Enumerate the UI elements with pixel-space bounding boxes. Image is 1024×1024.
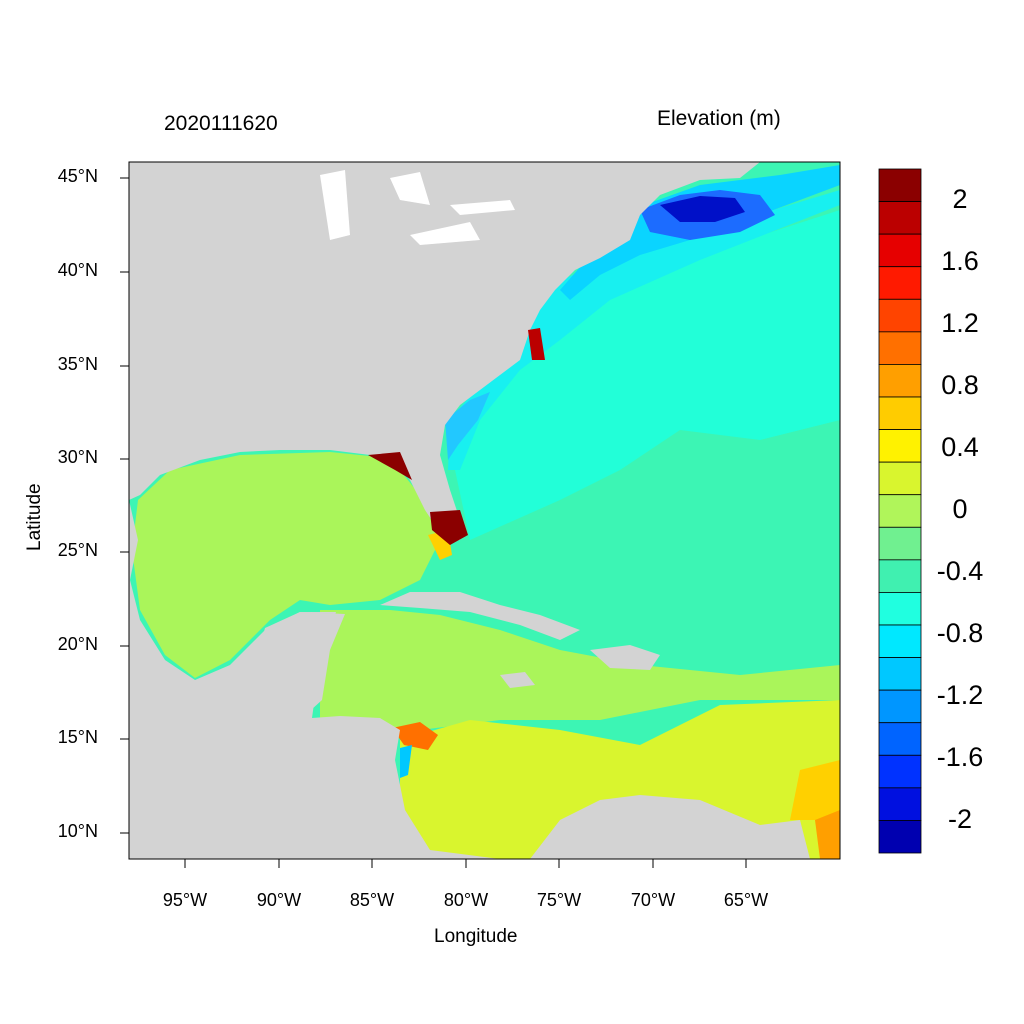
variable-title: Elevation (m) <box>657 107 781 130</box>
colorbar-swatch <box>878 396 922 430</box>
x-tick-marks <box>184 859 747 868</box>
colorbar-swatch <box>878 689 922 724</box>
y-tick-label: 10°N <box>57 821 98 841</box>
colorbar-label: -0.4 <box>936 556 984 586</box>
colorbar-swatch <box>878 494 922 528</box>
hispaniola-land <box>590 645 660 670</box>
y-tick-label: 15°N <box>57 727 98 747</box>
colorbar-label: 1.2 <box>941 308 979 338</box>
x-tick-label: 80°W <box>443 890 489 910</box>
jamaica-land <box>500 672 535 688</box>
southeast-shelf <box>445 392 490 460</box>
map-frame <box>128 161 841 860</box>
colorbar-swatch <box>878 592 922 626</box>
y-tick-label: 30°N <box>57 447 98 467</box>
north-america-land <box>129 162 760 540</box>
honduras-surge <box>392 722 438 750</box>
x-tick-label: 95°W <box>162 890 208 910</box>
x-tick-label: 65°W <box>723 890 769 910</box>
y-tick-label: 45°N <box>57 166 98 186</box>
colorbar-swatch <box>878 298 922 333</box>
colorbar-swatch <box>878 820 922 854</box>
map-plot-area <box>129 162 840 859</box>
chesapeake-surge <box>528 328 545 360</box>
lesser-antilles-high <box>790 760 840 820</box>
venezuela-coast-high <box>815 810 840 859</box>
colorbar-label: 0.8 <box>941 370 979 400</box>
colorbar-swatch <box>878 722 922 756</box>
florida-surge <box>430 510 468 545</box>
cuba-land <box>380 592 580 640</box>
yucatan-land <box>255 612 345 720</box>
nicaragua-low <box>400 745 412 778</box>
colorbar <box>878 168 922 854</box>
colorbar-swatch <box>878 331 922 365</box>
colorbar-swatch <box>878 754 922 789</box>
colorbar-label: -1.2 <box>936 680 984 710</box>
colorbar-swatch <box>878 201 922 235</box>
colorbar-label: 2 <box>952 184 968 214</box>
colorbar-swatch <box>878 429 922 463</box>
timestamp-title: 2020111620 <box>164 112 278 135</box>
colorbar-label: -1.6 <box>936 742 984 772</box>
colorbar-label: -2 <box>947 804 972 834</box>
south-america-land <box>530 795 810 859</box>
y-tick-label: 25°N <box>57 540 98 560</box>
gulf-of-mexico <box>132 452 440 678</box>
colorbar-label: 0.4 <box>941 432 979 462</box>
atlantic-cool-band <box>455 210 840 540</box>
big-bend-surge <box>368 452 412 480</box>
x-axis-label: Longitude <box>434 926 518 947</box>
colorbar-swatch <box>878 461 922 496</box>
y-tick-marks <box>120 177 129 834</box>
caribbean-sea <box>320 610 840 730</box>
colorbar-swatch <box>878 364 922 398</box>
colorbar-label: -0.8 <box>936 618 984 648</box>
colorbar-swatch <box>878 624 922 658</box>
x-tick-label: 70°W <box>630 890 676 910</box>
x-tick-label: 90°W <box>256 890 302 910</box>
x-tick-label: 75°W <box>536 890 582 910</box>
colorbar-label: 1.6 <box>941 246 979 276</box>
great-lakes-water <box>320 170 515 245</box>
colorbar-swatch <box>878 657 922 691</box>
x-tick-label: 85°W <box>349 890 395 910</box>
y-tick-label: 40°N <box>57 260 98 280</box>
colorbar-swatch <box>878 266 922 300</box>
y-tick-label: 35°N <box>57 354 98 374</box>
gulf-of-maine-deep <box>660 196 745 222</box>
colorbar-label: 0 <box>952 494 968 524</box>
y-tick-label: 20°N <box>57 634 98 654</box>
colorbar-swatch <box>878 526 922 561</box>
